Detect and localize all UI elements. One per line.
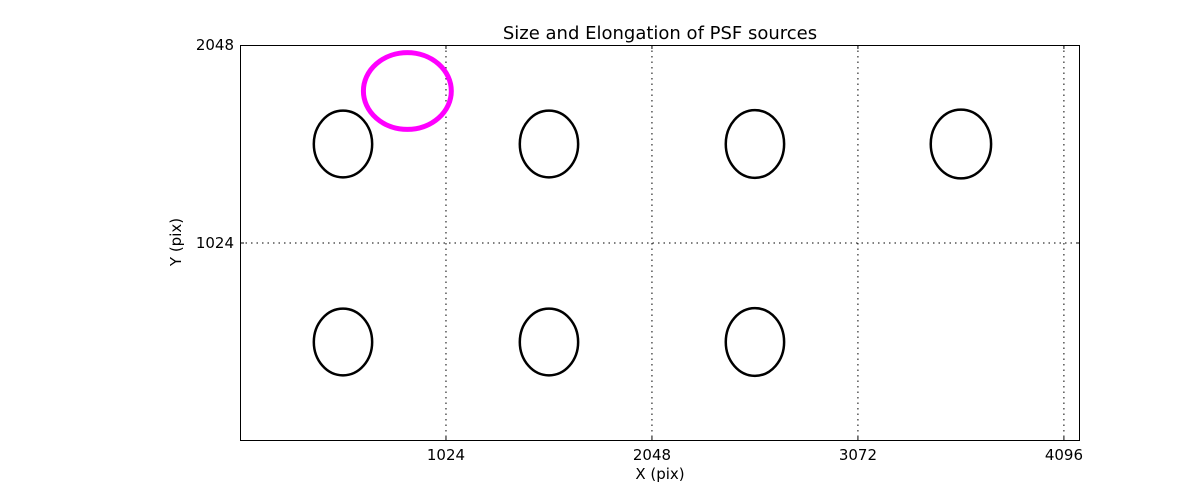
y-tick-label-2048: 2048 bbox=[195, 36, 234, 54]
psf-source-ellipse bbox=[518, 307, 580, 377]
x-tick-label-4096: 4096 bbox=[1044, 446, 1083, 464]
psf-source-ellipse bbox=[724, 108, 786, 180]
psf-source-ellipse bbox=[312, 109, 374, 179]
psf-source-ellipse bbox=[518, 109, 580, 179]
y-tick-label-1024: 1024 bbox=[195, 234, 234, 252]
psf-source-ellipse bbox=[724, 306, 786, 378]
x-axis-label: X (pix) bbox=[635, 465, 685, 483]
x-tick-label-3072: 3072 bbox=[838, 446, 878, 464]
x-tick-label-2048: 2048 bbox=[632, 446, 672, 464]
psf-source-ellipse bbox=[929, 108, 993, 180]
x-tick-label-1024: 1024 bbox=[426, 446, 466, 464]
chart-title: Size and Elongation of PSF sources bbox=[502, 23, 818, 44]
plot-border bbox=[240, 45, 1080, 441]
psf-source-ellipse bbox=[312, 307, 374, 377]
y-axis-label: Y (pix) bbox=[167, 217, 185, 267]
highlighted-psf-source-ellipse bbox=[360, 50, 454, 132]
plot-area bbox=[240, 45, 1080, 441]
